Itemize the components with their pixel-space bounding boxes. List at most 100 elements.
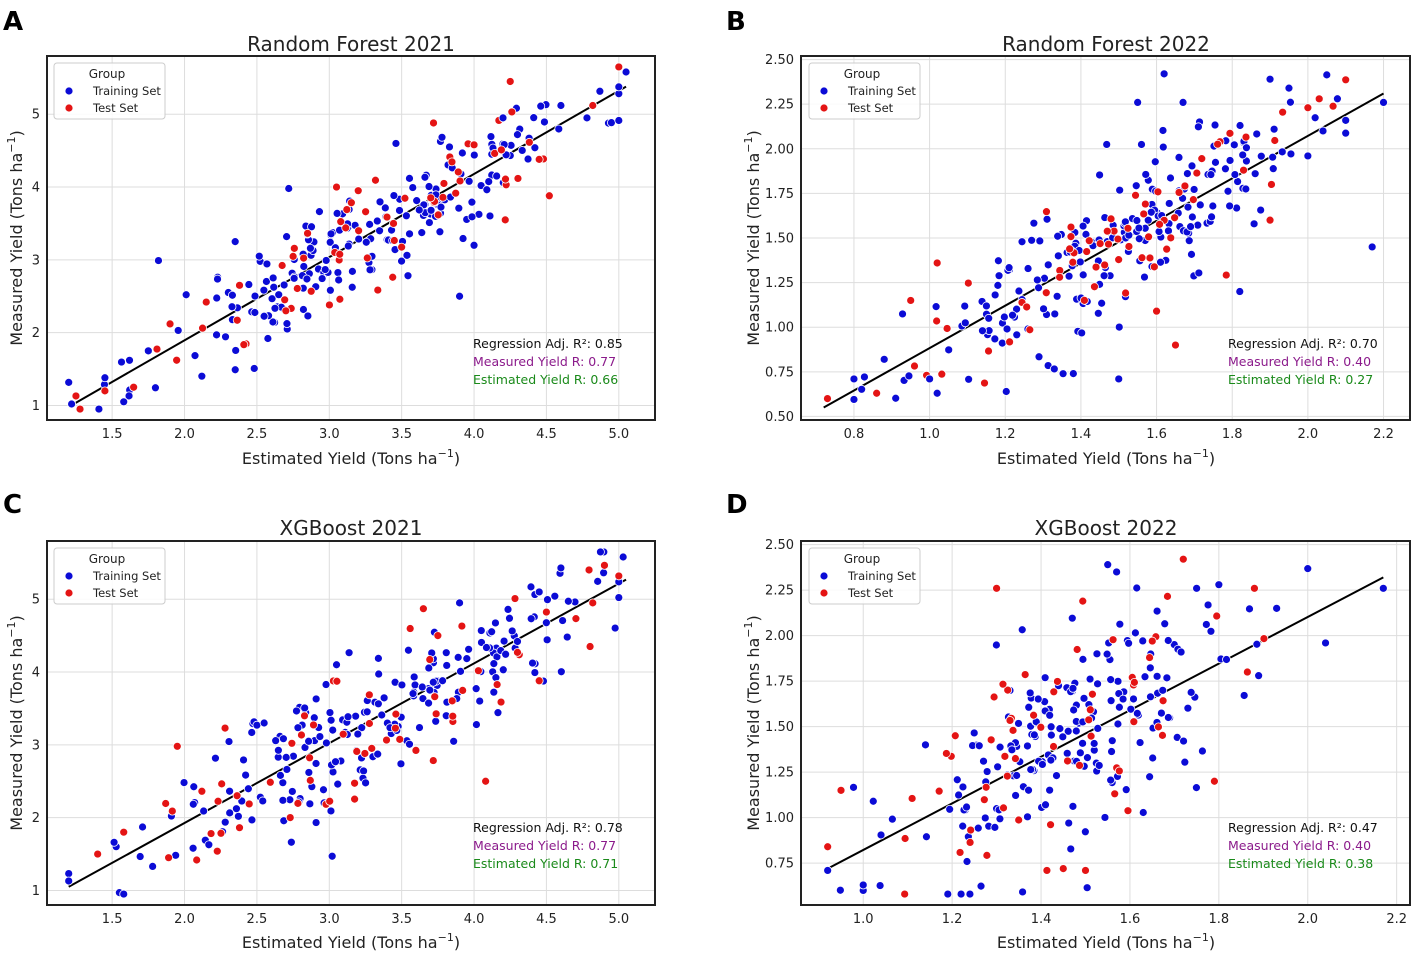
test-point xyxy=(1314,94,1324,104)
training-point xyxy=(441,648,451,658)
training-point xyxy=(225,786,234,796)
training-point xyxy=(321,256,331,265)
training-point xyxy=(1158,126,1168,135)
training-point xyxy=(1284,83,1294,93)
test-point xyxy=(1014,815,1024,825)
training-point xyxy=(556,667,566,677)
training-point xyxy=(1017,625,1027,635)
training-point xyxy=(1225,156,1235,165)
training-point xyxy=(994,271,1004,281)
training-point xyxy=(614,116,624,125)
training-point xyxy=(124,391,134,401)
x-axis-label: Estimated Yield (Tons ha−1) xyxy=(242,931,460,952)
training-point xyxy=(445,142,454,152)
y-tick-label: 4 xyxy=(32,181,40,196)
training-point xyxy=(1333,94,1342,104)
training-point xyxy=(64,377,74,387)
y-tick-label: 5 xyxy=(32,593,40,608)
training-point xyxy=(558,616,567,625)
test-point xyxy=(588,598,598,608)
test-point xyxy=(1108,635,1118,645)
training-point xyxy=(1221,164,1230,174)
test-point xyxy=(932,316,942,326)
test-point xyxy=(513,647,522,657)
training-point xyxy=(982,767,992,776)
y-tick-label: 1.25 xyxy=(765,276,794,291)
test-point xyxy=(1158,730,1167,740)
test-point xyxy=(299,253,309,263)
training-point xyxy=(94,404,104,414)
test-point xyxy=(433,631,443,641)
training-point xyxy=(458,234,468,243)
training-point xyxy=(271,736,281,746)
test-point xyxy=(217,779,227,789)
training-point xyxy=(887,814,897,824)
test-point xyxy=(505,77,515,86)
test-point xyxy=(1131,190,1140,200)
training-point xyxy=(898,309,907,319)
training-point xyxy=(1152,671,1162,681)
scatter-points xyxy=(823,69,1388,404)
panel-letter: C xyxy=(3,490,22,520)
test-point xyxy=(501,174,510,184)
training-point xyxy=(607,118,616,128)
training-point xyxy=(1042,214,1052,224)
training-point xyxy=(1024,785,1033,795)
test-point xyxy=(1174,188,1184,197)
test-point xyxy=(350,794,360,804)
training-point xyxy=(857,384,867,394)
training-point xyxy=(332,208,342,218)
training-point xyxy=(493,708,503,718)
training-point xyxy=(282,232,291,242)
test-point xyxy=(1192,168,1202,178)
training-point xyxy=(372,216,382,226)
test-point xyxy=(1102,226,1112,236)
test-point xyxy=(1144,232,1153,242)
training-point xyxy=(1187,249,1196,259)
training-point xyxy=(513,130,522,140)
training-point xyxy=(325,285,335,295)
training-point xyxy=(365,265,375,275)
training-point xyxy=(562,632,572,642)
training-point xyxy=(1180,757,1190,767)
training-point xyxy=(424,182,434,191)
training-point xyxy=(1140,272,1149,282)
test-point xyxy=(1104,239,1113,249)
test-point xyxy=(500,215,510,225)
y-axis-label: Measured Yield (Tons ha−1) xyxy=(742,130,763,345)
test-point xyxy=(303,228,312,238)
training-point xyxy=(417,228,427,238)
legend-box xyxy=(808,547,921,605)
legend: Group Training Set Test Set xyxy=(808,62,921,120)
training-point xyxy=(499,636,509,646)
test-point xyxy=(1210,776,1219,786)
training-point xyxy=(1077,328,1087,338)
test-point xyxy=(1178,554,1188,564)
annotation-regression: Regression Adj. R²: 0.70 xyxy=(1228,336,1378,351)
training-point xyxy=(528,658,537,668)
training-point xyxy=(1268,164,1278,174)
test-point xyxy=(1113,234,1123,244)
training-point xyxy=(300,703,310,713)
training-point xyxy=(1071,726,1081,736)
training-point xyxy=(507,626,517,636)
training-point xyxy=(523,154,533,164)
training-point xyxy=(292,706,301,716)
test-point xyxy=(1171,340,1180,350)
training-point xyxy=(1150,157,1160,167)
test-point xyxy=(496,145,506,155)
test-point xyxy=(1341,75,1351,85)
y-axis-label: Measured Yield (Tons ha−1) xyxy=(5,615,26,830)
training-point xyxy=(119,889,129,899)
test-point xyxy=(942,324,952,333)
training-point xyxy=(1145,772,1155,782)
training-point xyxy=(1099,271,1109,281)
x-tick-label: 1.5 xyxy=(102,912,123,927)
training-point xyxy=(1143,215,1153,225)
training-point xyxy=(309,713,319,723)
training-point xyxy=(1075,748,1085,758)
test-point xyxy=(1121,288,1130,298)
training-point xyxy=(554,124,564,134)
training-point xyxy=(1068,369,1078,379)
test-point xyxy=(239,340,249,350)
